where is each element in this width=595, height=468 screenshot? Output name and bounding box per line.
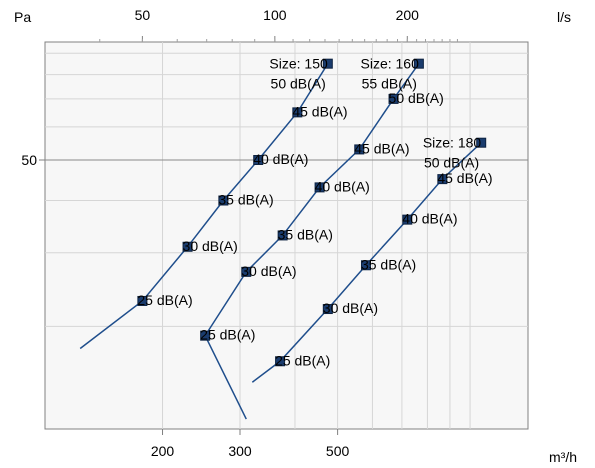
dba-label: 25 dB(A): [137, 292, 192, 308]
data-point-marker: [322, 58, 333, 69]
x-top-unit-label: l/s: [557, 9, 571, 25]
dba-label: 50 dB(A): [424, 155, 479, 171]
dba-label: 25 dB(A): [275, 352, 330, 368]
series-line: [204, 63, 420, 420]
data-point-marker: [253, 155, 264, 165]
data-point-marker: [218, 195, 229, 206]
dba-label: 40 dB(A): [402, 211, 457, 227]
dba-label: 40 dB(A): [315, 178, 370, 194]
y-unit-label: Pa: [14, 9, 31, 25]
series-size-label: Size: 150: [269, 56, 328, 72]
dba-label: 30 dB(A): [183, 238, 238, 254]
x-top-tick-label: 50: [135, 7, 151, 23]
x-bottom-tick-label: 300: [228, 443, 252, 459]
grid-lines: [45, 42, 528, 429]
series-size-label: Size: 160: [361, 56, 420, 72]
dba-label: 35 dB(A): [278, 226, 333, 242]
dba-label: 40 dB(A): [253, 151, 308, 167]
data-point-marker: [388, 93, 399, 104]
data-point-marker: [241, 266, 252, 277]
data-point-marker: [360, 260, 371, 271]
data-point-marker: [277, 230, 288, 241]
series-lines: [79, 58, 487, 420]
x-bottom-tick-label: 200: [151, 443, 175, 459]
data-point-marker: [476, 137, 487, 148]
axis-ticks: 50 200 300 500 50 100 200: [21, 7, 458, 459]
dba-label: 55 dB(A): [362, 76, 417, 92]
dba-label: 25 dB(A): [200, 327, 255, 343]
data-point-marker: [200, 330, 211, 341]
dba-label: 35 dB(A): [218, 192, 273, 208]
series-size-label: Size: 180: [423, 135, 482, 151]
x-bottom-tick-label: 500: [326, 443, 350, 459]
data-point-marker: [275, 356, 286, 367]
data-point-marker: [437, 174, 448, 185]
x-top-tick-label: 100: [263, 7, 287, 23]
data-point-marker: [354, 144, 365, 155]
y-tick-label: 50: [21, 152, 37, 168]
x-top-tick-label: 200: [396, 7, 420, 23]
data-point-marker: [182, 241, 193, 252]
data-point-marker: [137, 295, 148, 306]
data-point-marker: [413, 58, 424, 69]
dba-label: 35 dB(A): [361, 256, 416, 272]
data-point-marker: [314, 182, 325, 193]
data-point-marker: [402, 214, 413, 225]
labels: 25 dB(A) 30 dB(A) 35 dB(A) 40 dB(A) 45 dB(A)…: [137, 56, 492, 369]
dba-label: 45 dB(A): [437, 170, 492, 186]
dba-label: 45 dB(A): [354, 140, 409, 156]
data-point-marker: [292, 107, 303, 118]
dba-label: 30 dB(A): [241, 263, 296, 279]
dba-label: 30 dB(A): [323, 300, 378, 316]
x-bottom-unit-label: m³/h: [549, 449, 577, 465]
dba-label: 50 dB(A): [271, 76, 326, 92]
dba-label: 50 dB(A): [389, 90, 444, 106]
data-point-marker: [322, 304, 333, 315]
dba-label: 45 dB(A): [292, 103, 347, 119]
